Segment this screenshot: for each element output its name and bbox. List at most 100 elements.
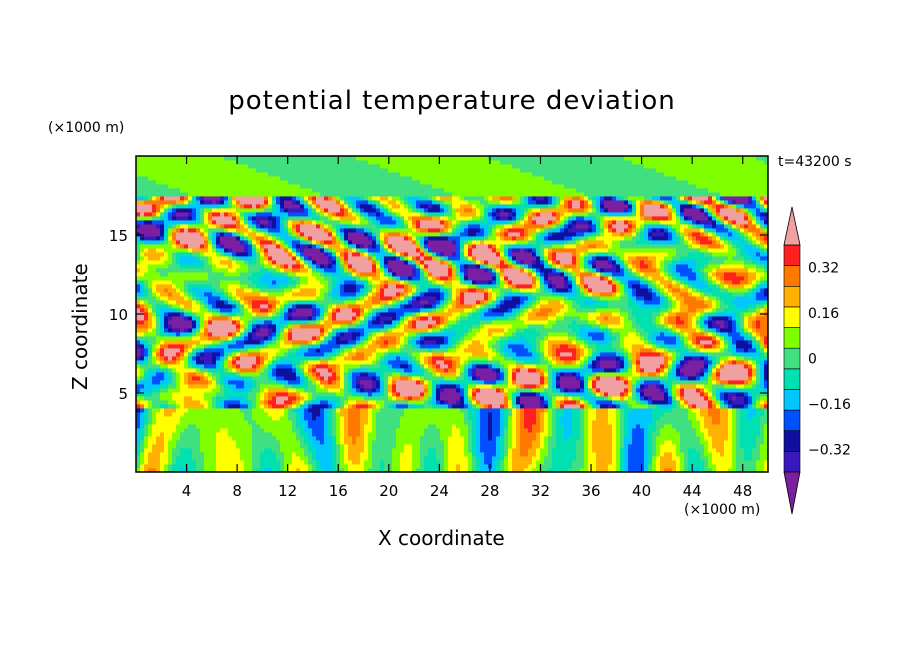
field-cell <box>596 360 601 365</box>
field-cell <box>484 368 489 373</box>
field-cell <box>196 416 201 421</box>
field-cell <box>376 460 381 465</box>
field-cell <box>384 452 389 457</box>
field-cell <box>440 388 445 393</box>
field-cell <box>708 376 713 381</box>
field-cell <box>364 384 369 389</box>
field-cell <box>312 364 317 369</box>
field-cell <box>152 412 157 417</box>
field-cell <box>160 468 165 473</box>
field-cell <box>640 448 645 453</box>
field-cell <box>648 360 653 365</box>
field-cell <box>388 364 393 369</box>
field-cell <box>520 392 525 397</box>
field-cell <box>632 412 637 417</box>
field-cell <box>256 356 261 361</box>
field-cell <box>204 464 209 469</box>
field-cell <box>304 428 309 433</box>
field-cell <box>580 372 585 377</box>
field-cell <box>652 420 657 425</box>
field-cell <box>236 448 241 453</box>
field-cell <box>480 372 485 377</box>
field-cell <box>240 360 245 365</box>
field-cell <box>480 380 485 385</box>
field-cell <box>176 348 181 353</box>
field-cell <box>696 460 701 465</box>
field-cell <box>340 460 345 465</box>
field-cell <box>504 456 509 461</box>
field-cell <box>348 388 353 393</box>
field-cell <box>228 416 233 421</box>
field-cell <box>304 444 309 449</box>
field-cell <box>616 380 621 385</box>
field-cell <box>136 364 141 369</box>
field-cell <box>304 456 309 461</box>
field-cell <box>336 344 341 349</box>
field-cell <box>736 360 741 365</box>
field-cell <box>476 468 481 473</box>
field-cell <box>348 448 353 453</box>
field-cell <box>252 396 257 401</box>
field-cell <box>424 436 429 441</box>
field-cell <box>684 420 689 425</box>
field-cell <box>648 348 653 353</box>
field-cell <box>568 404 573 409</box>
field-cell <box>464 408 469 413</box>
field-cell <box>656 452 661 457</box>
field-cell <box>512 356 517 361</box>
field-cell <box>672 456 677 461</box>
field-cell <box>268 448 273 453</box>
field-cell <box>332 372 337 377</box>
field-cell <box>720 364 725 369</box>
field-cell <box>196 404 201 409</box>
field-cell <box>732 368 737 373</box>
field-cell <box>728 376 733 381</box>
field-cell <box>584 440 589 445</box>
field-cell <box>236 436 241 441</box>
field-cell <box>260 436 265 441</box>
field-cell <box>660 444 665 449</box>
field-cell <box>640 364 645 369</box>
field-cell <box>384 388 389 393</box>
field-cell <box>432 372 437 377</box>
field-cell <box>436 424 441 429</box>
field-cell <box>468 400 473 405</box>
field-cell <box>176 396 181 401</box>
field-cell <box>360 348 365 353</box>
field-cell <box>240 432 245 437</box>
field-cell <box>136 468 141 473</box>
field-cell <box>364 376 369 381</box>
field-cell <box>424 428 429 433</box>
field-cell <box>244 412 249 417</box>
field-cell <box>180 468 185 473</box>
field-cell <box>496 348 501 353</box>
field-cell <box>148 432 153 437</box>
field-cell <box>372 408 377 413</box>
field-cell <box>204 392 209 397</box>
field-cell <box>716 420 721 425</box>
field-cell <box>656 384 661 389</box>
field-cell <box>384 412 389 417</box>
field-cell <box>488 400 493 405</box>
field-cell <box>344 412 349 417</box>
field-cell <box>560 440 565 445</box>
field-cell <box>548 424 553 429</box>
field-cell <box>416 460 421 465</box>
field-cell <box>504 464 509 469</box>
field-cell <box>592 356 597 361</box>
field-cell <box>572 452 577 457</box>
field-cell <box>452 400 457 405</box>
field-cell <box>276 464 281 469</box>
field-cell <box>656 420 661 425</box>
field-cell <box>740 388 745 393</box>
field-cell <box>504 420 509 425</box>
field-cell <box>264 408 269 413</box>
field-cell <box>468 404 473 409</box>
field-cell <box>324 408 329 413</box>
field-cell <box>600 444 605 449</box>
field-cell <box>284 376 289 381</box>
field-cell <box>152 356 157 361</box>
field-cell <box>748 432 753 437</box>
field-cell <box>260 348 265 353</box>
field-cell <box>632 464 637 469</box>
